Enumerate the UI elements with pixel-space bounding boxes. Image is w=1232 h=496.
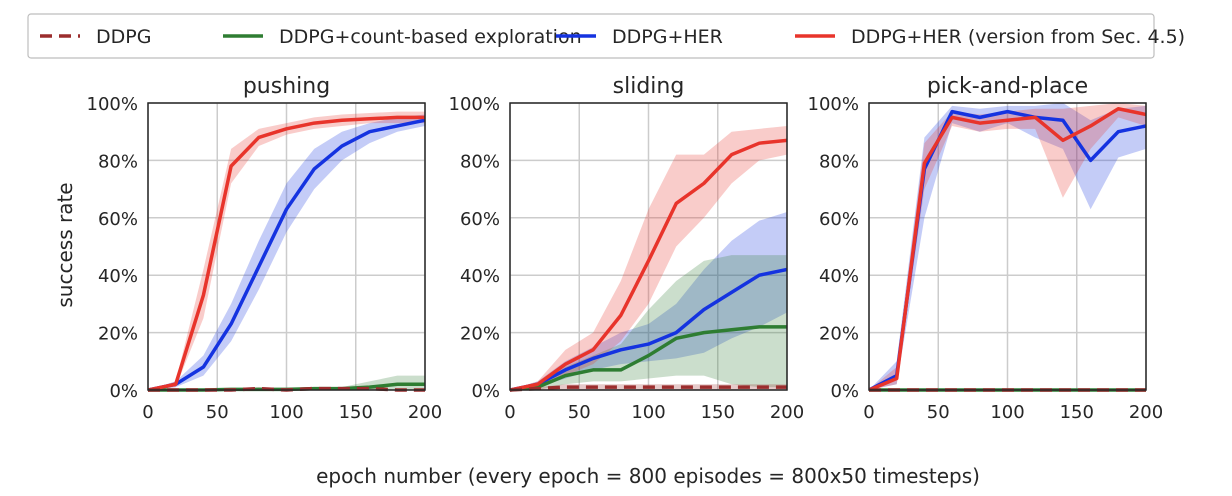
line-ddpg-her-version-from-sec-4-5 — [869, 106, 1146, 392]
y-tick-label: 20% — [460, 324, 500, 345]
y-tick-label: 80% — [98, 151, 138, 172]
y-tick-label: 20% — [819, 324, 859, 345]
y-tick-label: 0% — [109, 381, 138, 402]
y-tick-label: 40% — [460, 266, 500, 287]
y-tick-label: 0% — [471, 381, 500, 402]
plot-area — [510, 125, 787, 392]
line-ddpg-her-version-from-sec-4-5 — [148, 115, 425, 392]
x-tick-label: 0 — [504, 402, 515, 423]
band-ddpg-her — [510, 212, 787, 390]
y-tick-label: 60% — [819, 209, 859, 230]
legend-entry-ddpg: DDPG — [40, 26, 151, 48]
legend-label: DDPG+count-based exploration — [279, 26, 582, 48]
axes-frame — [509, 102, 788, 391]
y-tick-label: 20% — [98, 324, 138, 345]
y-tick-label: 100% — [808, 94, 859, 115]
y-tick-label: 0% — [830, 381, 859, 402]
panel-title: sliding — [613, 74, 685, 99]
x-tick-label: 200 — [1129, 402, 1163, 423]
x-tick-label: 200 — [770, 402, 804, 423]
y-tick-label: 80% — [460, 151, 500, 172]
line-ddpg-her-version-from-sec-4-5 — [510, 138, 787, 392]
legend-entry-ddpg-her-version-from-sec-4-5: DDPG+HER (version from Sec. 4.5) — [795, 26, 1185, 48]
x-tick-label: 150 — [701, 402, 735, 423]
y-tick-label: 80% — [819, 151, 859, 172]
axes-frame — [147, 102, 426, 391]
x-tick-label: 200 — [408, 402, 442, 423]
x-tick-label: 150 — [1060, 402, 1094, 423]
panel-title: pick-and-place — [927, 74, 1088, 99]
line-ddpg-count-based-exploration — [510, 325, 787, 392]
x-tick-label: 0 — [142, 402, 153, 423]
x-tick-label: 0 — [863, 402, 874, 423]
x-axis-label: epoch number (every epoch = 800 episodes… — [316, 464, 980, 488]
line-ddpg-her — [148, 118, 425, 392]
legend: DDPG DDPG+count-based exploration DDPG+HER… — [27, 13, 1185, 59]
line-ddpg-her — [510, 267, 787, 392]
line-ddpg — [510, 385, 787, 392]
x-tick-label: 50 — [568, 402, 591, 423]
y-axis-label: success rate — [53, 182, 77, 307]
legend-entry-ddpg-count-based-exploration: DDPG+count-based exploration — [223, 26, 582, 48]
legend-label: DDPG+HER (version from Sec. 4.5) — [851, 26, 1185, 48]
x-tick-label: 50 — [927, 402, 950, 423]
y-tick-label: 40% — [98, 266, 138, 287]
x-tick-label: 100 — [631, 402, 665, 423]
band-ddpg-count-based-exploration — [510, 255, 787, 390]
legend-label: DDPG+HER — [612, 26, 723, 48]
axes-frame — [868, 102, 1147, 391]
band-ddpg-her — [869, 103, 1146, 390]
y-tick-label: 40% — [819, 266, 859, 287]
panel-pick-and-place: pick-and-place 0 50 100 150 200 0% 20% 40% 60% 80%… — [808, 74, 1164, 423]
y-tick-label: 100% — [87, 94, 138, 115]
x-tick-label: 50 — [206, 402, 229, 423]
panel-sliding: sliding 0 50 100 150 200 0% 20% 40% 60% 80% 100% — [449, 74, 805, 423]
legend-label: DDPG — [96, 26, 151, 48]
legend-entry-ddpg-her: DDPG+HER — [556, 26, 723, 48]
y-tick-label: 100% — [449, 94, 500, 115]
y-tick-label: 60% — [460, 209, 500, 230]
x-tick-label: 100 — [269, 402, 303, 423]
x-tick-label: 100 — [990, 402, 1024, 423]
panel-pushing: pushing 0 50 100 150 200 0% 20% 40% 60% 80% 100% — [87, 74, 443, 423]
panel-title: pushing — [243, 74, 330, 99]
y-tick-label: 60% — [98, 209, 138, 230]
x-tick-label: 150 — [339, 402, 373, 423]
